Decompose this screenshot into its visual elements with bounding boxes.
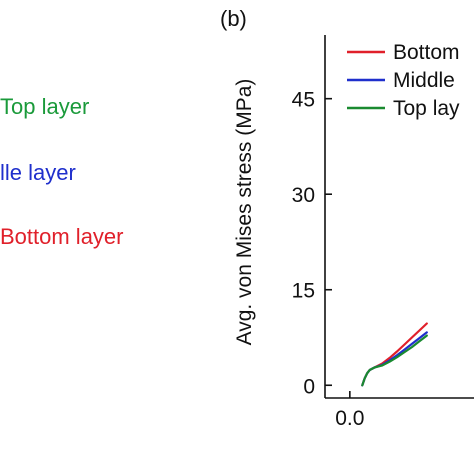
series-lines bbox=[361, 322, 428, 387]
legend-entry-label: Middle bbox=[393, 69, 455, 92]
x-tick-label: 0.0 bbox=[335, 407, 364, 430]
left-label-middle-layer: lle layer bbox=[0, 160, 76, 185]
left-label-top-layer: Top layer bbox=[0, 94, 90, 119]
y-tick-label: 45 bbox=[292, 89, 315, 112]
legend: Bottom Middle Top lay bbox=[347, 41, 460, 120]
tick-marks: 0 15 30 45 0.0 bbox=[292, 89, 365, 430]
legend-entry-label: Top lay bbox=[393, 97, 460, 120]
panel-label: (b) bbox=[220, 6, 247, 31]
y-tick-label: 15 bbox=[292, 280, 315, 303]
series-line-2 bbox=[361, 334, 428, 387]
y-tick-label: 30 bbox=[292, 184, 315, 207]
y-axis-label: Avg. von Mises stress (MPa) bbox=[233, 79, 256, 346]
legend-entry-label: Bottom bbox=[393, 41, 460, 64]
y-tick-label: 0 bbox=[303, 375, 315, 398]
series-line-0 bbox=[361, 322, 428, 387]
left-label-bottom-layer: Bottom layer bbox=[0, 224, 124, 249]
